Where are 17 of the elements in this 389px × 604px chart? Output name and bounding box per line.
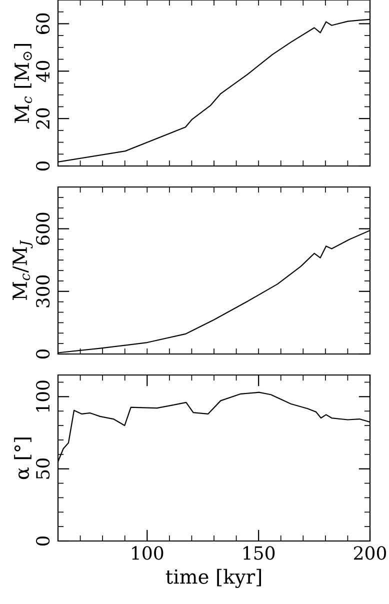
y-axis-title: M$_{c}$ [M$_{⊙}$] [14,44,32,123]
y-tick-label: 0 [36,536,50,546]
x-tick-label: 100 [132,546,164,560]
y-axis-title: M$_{c}$/M$_{J}$ [12,240,33,300]
y-tick-label: 300 [36,275,50,308]
y-axis-title: α [°] [14,438,32,480]
y-tick-label: 0 [36,161,50,171]
y-tick-label: 600 [36,212,50,245]
y-tick-label: 0 [36,349,50,359]
y-tick-label: 100 [36,380,50,412]
x-axis-title: time [kyr] [166,568,262,588]
y-tick-label: 50 [36,458,50,479]
y-tick-label: 60 [36,13,50,34]
x-tick-label: 150 [244,546,275,560]
y-tick-label: 40 [36,60,50,82]
y-tick-label: 20 [36,108,50,129]
x-tick-label: 200 [354,546,386,560]
